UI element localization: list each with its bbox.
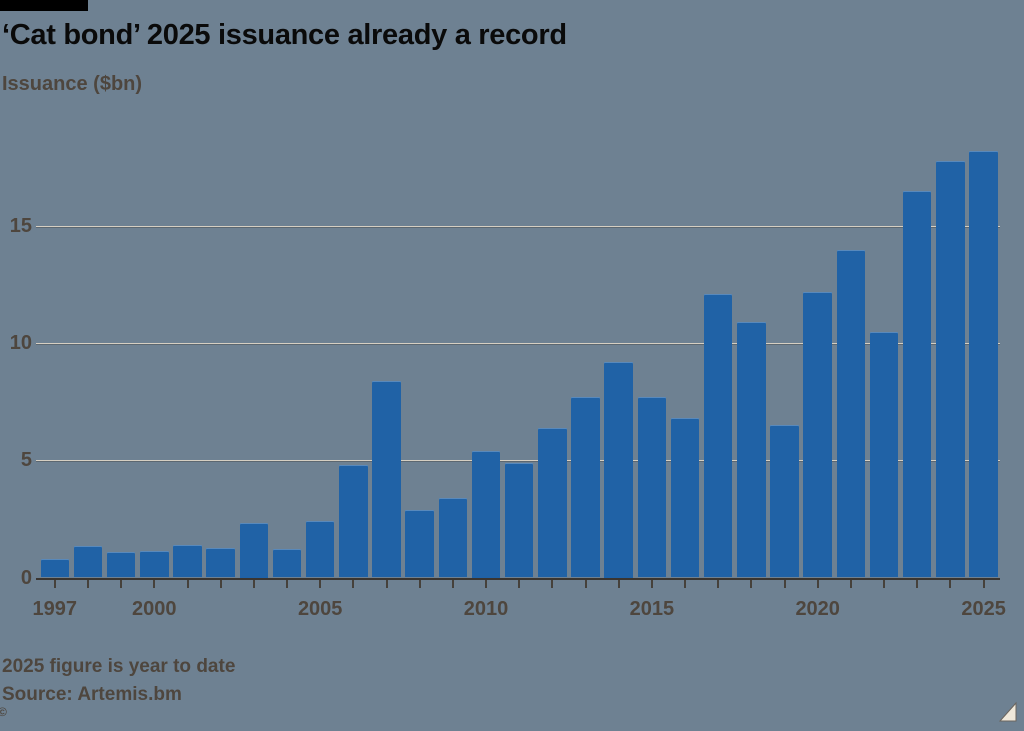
x-axis-tick [916, 579, 919, 588]
bar-2010 [471, 451, 501, 578]
bar-2000 [140, 550, 169, 578]
x-axis-tick [949, 579, 952, 588]
bar-2022 [869, 331, 899, 578]
x-axis-tick [650, 579, 653, 588]
x-axis-tick [485, 579, 487, 588]
bar-2006 [339, 465, 368, 578]
x-axis-tick [849, 579, 852, 588]
x-axis-tick [551, 579, 554, 588]
x-axis-line [36, 577, 1000, 580]
bar-2015 [637, 397, 667, 578]
x-axis-tick-label: 2020 [795, 598, 840, 620]
bar-2001 [173, 544, 202, 578]
gridline-10 [36, 343, 1000, 345]
bar-1997 [40, 558, 70, 578]
bar-2016 [670, 418, 700, 578]
x-axis-tick [783, 579, 786, 588]
y-axis-unit-label: Issuance ($bn) [2, 73, 143, 95]
bar-2017 [703, 294, 733, 578]
bar-2011 [504, 462, 534, 578]
bar-2018 [737, 322, 766, 578]
x-axis-tick [120, 579, 123, 588]
y-axis-tick-label: 0 [20, 566, 32, 589]
x-axis-tick [186, 579, 189, 588]
bar-2004 [272, 549, 302, 578]
bar-2003 [239, 522, 269, 578]
x-axis-tick [87, 579, 89, 588]
x-axis-tick [286, 579, 288, 588]
bar-2013 [571, 397, 600, 578]
bar-2008 [405, 509, 434, 578]
x-axis-tick [518, 579, 521, 588]
x-axis-tick-label: 2000 [132, 598, 177, 620]
x-axis-tick [717, 579, 720, 588]
bar-2019 [770, 425, 799, 578]
x-axis-tick [319, 579, 322, 588]
x-axis-tick [982, 579, 985, 588]
x-axis-tick [451, 579, 454, 588]
bar-2012 [538, 427, 567, 578]
y-axis-tick-label: 10 [9, 332, 32, 355]
bar-2002 [206, 548, 235, 578]
x-axis-tick [883, 579, 885, 588]
x-axis-tick [153, 579, 156, 588]
x-axis-tick [53, 579, 56, 588]
x-axis-tick-label: 1997 [32, 598, 78, 620]
x-axis-tick [584, 579, 587, 588]
x-axis-tick-label: 2025 [961, 598, 1006, 620]
bar-1998 [73, 545, 103, 578]
bar-2007 [372, 380, 401, 578]
x-axis-tick [219, 579, 222, 588]
x-axis-tick [385, 579, 388, 588]
x-axis-tick [418, 579, 421, 588]
x-axis-tick [750, 579, 753, 588]
bar-2014 [604, 362, 633, 578]
x-axis-tick [617, 579, 620, 588]
x-axis-tick-label: 2015 [629, 598, 675, 620]
bar-2009 [438, 497, 468, 578]
y-axis-tick-label: 15 [9, 215, 32, 238]
resize-handle-icon[interactable] [998, 701, 1018, 723]
chart-title: ‘Cat bond’ 2025 issuance already a recor… [2, 19, 567, 51]
x-axis-tick-label: 2010 [463, 598, 509, 620]
y-axis-tick-label: 5 [20, 449, 32, 472]
bar-2020 [803, 291, 832, 578]
ft-brand-strip [0, 0, 88, 11]
x-axis-tick [352, 579, 355, 588]
gridline-15 [36, 226, 1000, 228]
bar-1999 [106, 551, 136, 578]
bar-2024 [936, 160, 965, 578]
x-axis-tick [816, 579, 819, 588]
chart-source: Source: Artemis.bm [2, 684, 182, 705]
bar-2025 [969, 151, 998, 578]
gridline-5 [36, 460, 1000, 462]
copyright-mark: © [0, 705, 7, 719]
x-axis-tick-label: 2005 [297, 598, 343, 620]
chart-footnote: 2025 figure is year to date [2, 656, 236, 677]
x-axis-tick [252, 579, 255, 588]
bar-2023 [902, 191, 932, 578]
x-axis-tick [684, 579, 686, 588]
bar-2005 [305, 521, 335, 578]
bar-2021 [836, 249, 866, 578]
